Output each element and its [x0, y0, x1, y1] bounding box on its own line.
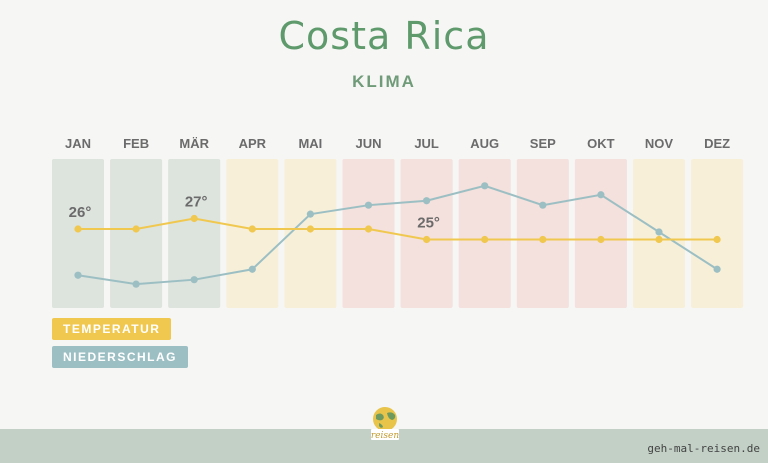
month-label: SEP — [530, 136, 556, 151]
month-label: JUN — [355, 136, 381, 151]
month-column-jul — [400, 159, 453, 308]
page-title: Costa Rica — [278, 14, 490, 58]
precipitation-line — [77, 184, 718, 286]
month-label: MÄR — [179, 136, 209, 151]
temperature-line — [78, 217, 718, 241]
month-column-feb — [110, 159, 163, 308]
month-column-jan — [52, 159, 104, 308]
precipitation-point — [655, 228, 663, 236]
month-column-jun — [342, 159, 395, 308]
temperature-point — [423, 235, 431, 244]
temperature-label: 27° — [185, 194, 208, 211]
temperature-point — [74, 225, 82, 233]
month-label: OKT — [587, 136, 615, 151]
month-label: NOV — [645, 136, 674, 151]
globe-logo-icon: reisen — [371, 407, 399, 441]
page-subtitle: KLIMA — [352, 72, 416, 91]
temperature-label: 25° — [417, 215, 440, 232]
temperature-point — [597, 235, 605, 244]
month-label: MAI — [298, 136, 322, 151]
month-label: FEB — [123, 136, 149, 151]
month-column-mär — [168, 159, 221, 308]
month-label: AUG — [470, 136, 499, 151]
temperature-point — [539, 235, 547, 244]
month-column-okt — [574, 159, 627, 308]
temperature-point — [364, 225, 373, 233]
precipitation-point — [423, 197, 431, 205]
precipitation-point — [132, 280, 140, 288]
precipitation-point — [190, 276, 198, 284]
legend-temperature: TEMPERATUR — [52, 318, 172, 340]
month-label: APR — [239, 136, 267, 151]
temperature-point — [713, 235, 721, 244]
precipitation-point — [597, 191, 605, 199]
temperature-point — [655, 235, 663, 244]
precipitation-point — [364, 201, 373, 209]
month-label: DEZ — [704, 136, 730, 151]
logo-text: reisen — [371, 431, 399, 441]
website-url: geh-mal-reisen.de — [647, 442, 760, 455]
legend-precipitation: NIEDERSCHLAG — [52, 346, 189, 368]
month-column-aug — [458, 159, 511, 308]
precipitation-point — [481, 182, 489, 190]
month-column-sep — [516, 159, 569, 308]
month-column-mai — [284, 159, 337, 308]
temperature-point — [248, 225, 256, 233]
precipitation-point — [539, 201, 547, 209]
precipitation-point — [306, 210, 314, 218]
month-column-apr — [226, 159, 279, 308]
temperature-label: 26° — [69, 204, 92, 221]
month-label: JAN — [65, 136, 91, 151]
precipitation-point — [74, 271, 82, 279]
month-column-dez — [691, 159, 744, 308]
temperature-point — [481, 235, 489, 244]
temperature-point — [132, 225, 140, 233]
temperature-point — [190, 214, 198, 223]
precipitation-point — [248, 265, 256, 273]
temperature-point — [306, 225, 314, 233]
precipitation-point — [713, 265, 721, 273]
month-label: JUL — [414, 136, 439, 151]
